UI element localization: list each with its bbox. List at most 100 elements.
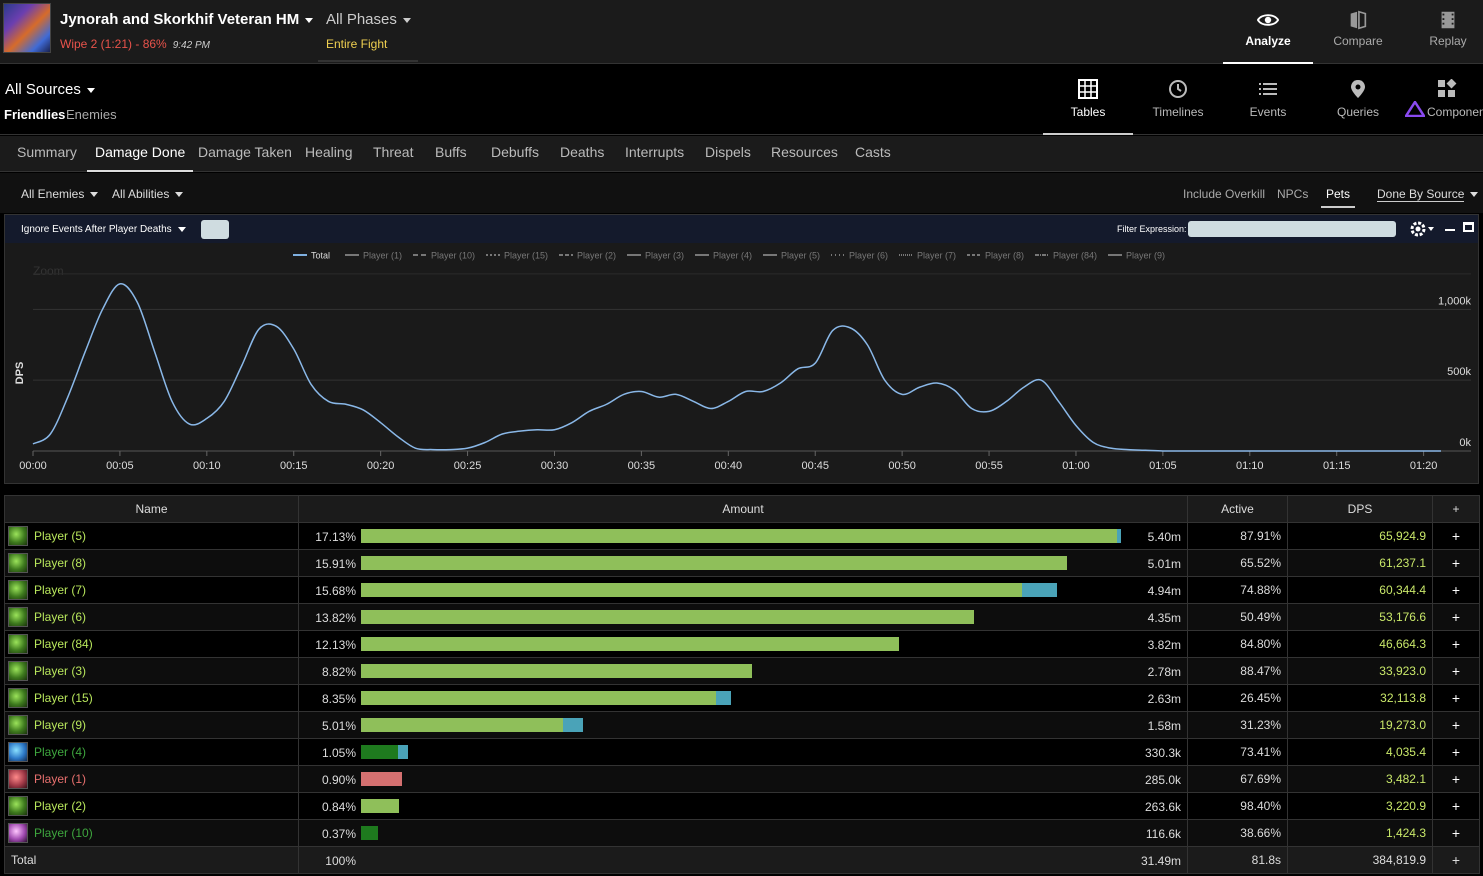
abilities-filter[interactable]: All Abilities — [112, 187, 184, 201]
amount-bar-pet — [398, 745, 408, 759]
expand-button[interactable]: + — [1432, 549, 1480, 577]
view-components-label: Componen — [1427, 105, 1483, 119]
player-name-cell[interactable]: Player (9) — [4, 711, 299, 739]
player-name-cell[interactable]: Player (7) — [4, 576, 299, 604]
amount-bar — [361, 691, 1121, 705]
source-selector[interactable]: All Sources — [5, 81, 95, 98]
expand-button[interactable]: + — [1432, 819, 1480, 847]
dps-cell: 61,237.1 — [1287, 549, 1433, 577]
ignore-deaths-selector[interactable]: Ignore Events After Player Deaths — [21, 224, 186, 235]
nav-analyze[interactable]: Analyze — [1223, 0, 1313, 64]
table-row[interactable]: Player (15) 8.35% 2.63m 26.45% 32,113.8 + — [4, 684, 1480, 712]
table-row[interactable]: Player (7) 15.68% 4.94m 74.88% 60,344.4 + — [4, 576, 1480, 604]
expand-button[interactable]: + — [1432, 684, 1480, 712]
player-name-cell[interactable]: Player (6) — [4, 603, 299, 631]
amount-bar — [361, 583, 1121, 597]
legend-label: Player (8) — [985, 251, 1024, 261]
header-dps[interactable]: DPS — [1287, 495, 1433, 523]
table-row[interactable]: Player (8) 15.91% 5.01m 65.52% 61,237.1 + — [4, 549, 1480, 577]
tab-summary[interactable]: Summary — [17, 144, 77, 160]
total-plus-button[interactable]: + — [1432, 846, 1480, 874]
phase-selector[interactable]: All Phases — [326, 11, 411, 28]
view-events[interactable]: Events — [1223, 65, 1313, 135]
include-overkill-toggle[interactable]: Include Overkill — [1183, 187, 1266, 201]
tab-interrupts[interactable]: Interrupts — [625, 144, 685, 160]
done-by-source-selector[interactable]: Done By Source — [1377, 187, 1479, 202]
tab-friendlies[interactable]: Friendlies — [4, 107, 66, 122]
expand-button[interactable]: + — [1432, 522, 1480, 550]
filter-expression-input[interactable] — [1188, 221, 1396, 237]
table-row[interactable]: Player (9) 5.01% 1.58m 31.23% 19,273.0 + — [4, 711, 1480, 739]
maximize-icon[interactable] — [1463, 222, 1474, 232]
minimize-icon[interactable] — [1445, 229, 1455, 231]
header-plus[interactable]: + — [1432, 495, 1480, 523]
player-name-cell[interactable]: Player (8) — [4, 549, 299, 577]
player-name-cell[interactable]: Player (1) — [4, 765, 299, 793]
player-name-cell[interactable]: Player (15) — [4, 684, 299, 712]
table-row[interactable]: Player (84) 12.13% 3.82m 84.80% 46,664.3 + — [4, 630, 1480, 658]
pets-toggle[interactable]: Pets — [1321, 187, 1356, 208]
table-row[interactable]: Player (6) 13.82% 4.35m 50.49% 53,176.6 + — [4, 603, 1480, 631]
nav-replay[interactable]: Replay — [1403, 0, 1483, 64]
expand-button[interactable]: + — [1432, 630, 1480, 658]
enemies-filter[interactable]: All Enemies — [21, 187, 99, 201]
tab-resources[interactable]: Resources — [771, 144, 838, 160]
header-active[interactable]: Active — [1187, 495, 1288, 523]
legend-label: Player (84) — [1053, 251, 1097, 261]
view-queries[interactable]: Queries — [1313, 65, 1403, 135]
expand-button[interactable]: + — [1432, 738, 1480, 766]
expand-button[interactable]: + — [1432, 657, 1480, 685]
player-name-cell[interactable]: Player (10) — [4, 819, 299, 847]
table-row[interactable]: Player (3) 8.82% 2.78m 88.47% 33,923.0 + — [4, 657, 1480, 685]
amount-bar-main — [361, 799, 399, 813]
tab-damage-taken[interactable]: Damage Taken — [198, 144, 292, 160]
chevron-down-icon — [402, 17, 411, 23]
table-row[interactable]: Player (1) 0.90% 285.0k 67.69% 3,482.1 + — [4, 765, 1480, 793]
legend-label: Player (10) — [431, 251, 475, 261]
amount-bar — [361, 529, 1121, 543]
tab-threat[interactable]: Threat — [373, 144, 414, 160]
expand-button[interactable]: + — [1432, 792, 1480, 820]
player-name-cell[interactable]: Player (3) — [4, 657, 299, 685]
player-name: Player (15) — [34, 691, 93, 705]
tab-debuffs[interactable]: Debuffs — [491, 144, 539, 160]
view-components[interactable]: Componen — [1403, 65, 1483, 135]
nav-compare[interactable]: Compare — [1313, 0, 1403, 64]
player-name-cell[interactable]: Player (4) — [4, 738, 299, 766]
expand-button[interactable]: + — [1432, 765, 1480, 793]
view-timelines[interactable]: Timelines — [1133, 65, 1223, 135]
total-row: Total 100% 31.49m 81.8s 384,819.9 + — [4, 846, 1480, 874]
legend-label: Player (4) — [713, 251, 752, 261]
header-name[interactable]: Name — [4, 495, 299, 523]
expand-button[interactable]: + — [1432, 603, 1480, 631]
tab-damage-done[interactable]: Damage Done — [87, 136, 194, 172]
view-tables[interactable]: Tables — [1043, 65, 1133, 135]
total-amount: 31.49m — [1140, 854, 1181, 868]
tab-dispels[interactable]: Dispels — [705, 144, 751, 160]
expand-button[interactable]: + — [1432, 576, 1480, 604]
expand-button[interactable]: + — [1432, 711, 1480, 739]
grid-icon — [1078, 79, 1098, 99]
tab-healing[interactable]: Healing — [305, 144, 353, 160]
npcs-toggle[interactable]: NPCs — [1277, 187, 1309, 201]
amount-cell: 0.90% 285.0k — [298, 765, 1188, 793]
tab-buffs[interactable]: Buffs — [435, 144, 467, 160]
active-cell: 65.52% — [1187, 549, 1288, 577]
table-row[interactable]: Player (5) 17.13% 5.40m 87.91% 65,924.9 + — [4, 522, 1480, 550]
table-row[interactable]: Player (10) 0.37% 116.6k 38.66% 1,424.3 + — [4, 819, 1480, 847]
player-name-cell[interactable]: Player (5) — [4, 522, 299, 550]
dps-cell: 46,664.3 — [1287, 630, 1433, 658]
header-amount[interactable]: Amount — [298, 495, 1188, 523]
player-name-cell[interactable]: Player (84) — [4, 630, 299, 658]
table-row[interactable]: Player (2) 0.84% 263.6k 98.40% 3,220.9 + — [4, 792, 1480, 820]
player-name-cell[interactable]: Player (2) — [4, 792, 299, 820]
amount-bar-main — [361, 745, 398, 759]
tab-enemies[interactable]: Enemies — [66, 107, 117, 122]
table-row[interactable]: Player (4) 1.05% 330.3k 73.41% 4,035.4 + — [4, 738, 1480, 766]
tab-deaths[interactable]: Deaths — [560, 144, 605, 160]
tab-casts[interactable]: Casts — [855, 144, 891, 160]
fight-selector[interactable]: Jynorah and Skorkhif Veteran HM — [60, 11, 314, 28]
gear-icon[interactable] — [1409, 220, 1435, 238]
source-bar: All Sources Friendlies Enemies Tables Ti… — [0, 65, 1483, 135]
graph-toggle[interactable] — [201, 220, 229, 239]
